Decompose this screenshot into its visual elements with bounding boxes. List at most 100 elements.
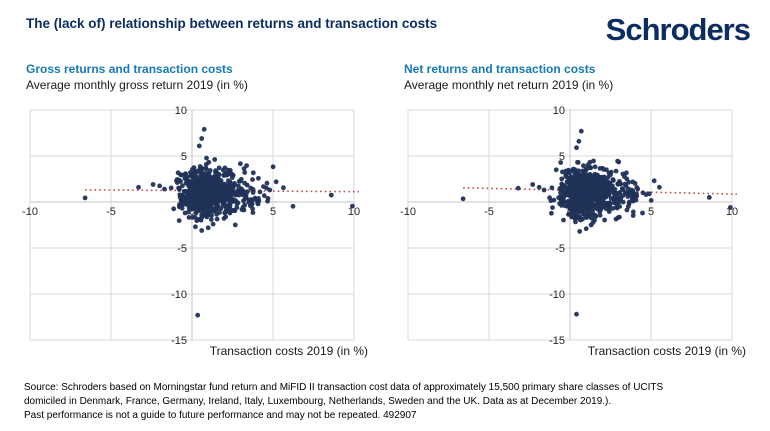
data-point <box>515 185 521 191</box>
data-point <box>290 203 296 209</box>
data-point <box>574 145 579 151</box>
data-point <box>575 160 581 165</box>
data-point <box>572 189 578 195</box>
data-point <box>136 184 141 190</box>
data-point <box>230 198 236 203</box>
data-point <box>203 165 209 171</box>
data-point <box>615 158 620 164</box>
y-tick-label: -5 <box>555 243 565 255</box>
y-tick-label: -15 <box>549 335 565 347</box>
data-point <box>728 205 733 210</box>
data-point <box>561 184 567 189</box>
data-point <box>574 170 580 176</box>
data-point <box>578 128 584 134</box>
data-point <box>227 186 233 192</box>
data-point <box>549 185 555 191</box>
data-point <box>627 190 633 195</box>
data-point <box>197 185 203 191</box>
data-point <box>630 194 635 200</box>
data-point <box>588 222 594 228</box>
data-point <box>617 190 623 195</box>
data-point <box>216 165 222 171</box>
data-point <box>214 216 220 222</box>
x-tick-label: -5 <box>484 206 494 218</box>
data-point <box>205 205 211 211</box>
x-tick-label: 5 <box>648 206 654 218</box>
data-point <box>176 185 182 191</box>
data-point <box>210 208 216 214</box>
data-point <box>250 170 256 176</box>
data-point <box>536 184 542 190</box>
data-point <box>184 174 190 180</box>
data-point <box>643 192 649 197</box>
data-point <box>195 312 201 318</box>
data-point <box>328 192 334 198</box>
data-point <box>583 213 588 219</box>
data-point <box>593 214 599 219</box>
data-point <box>591 186 597 192</box>
data-point <box>82 195 88 201</box>
chart-y-axis-title-gross: Average monthly gross return 2019 (in %) <box>26 78 248 92</box>
data-point <box>648 198 654 203</box>
chart-subtitle-net: Net returns and transaction costs <box>404 62 596 76</box>
data-point <box>168 185 174 191</box>
data-point <box>205 225 211 231</box>
data-point <box>599 196 605 202</box>
data-point <box>220 202 226 208</box>
data-point <box>574 311 579 317</box>
data-point <box>250 210 256 215</box>
data-point <box>191 165 197 170</box>
data-point <box>201 126 207 132</box>
data-point <box>208 199 214 205</box>
y-tick-label: 5 <box>181 151 187 163</box>
data-point <box>231 208 236 213</box>
data-point <box>244 182 250 188</box>
data-point <box>232 182 237 188</box>
data-point <box>184 196 189 201</box>
data-point <box>199 136 205 141</box>
data-point <box>244 163 250 168</box>
data-point <box>632 181 638 186</box>
data-point <box>622 181 628 187</box>
data-point <box>609 188 615 194</box>
data-point <box>214 211 220 217</box>
data-point <box>558 160 564 165</box>
data-point <box>563 172 569 178</box>
data-point <box>214 173 220 179</box>
data-point <box>559 176 565 182</box>
data-point <box>630 198 636 204</box>
data-point <box>598 175 604 181</box>
data-point <box>252 196 258 202</box>
data-point <box>261 193 267 199</box>
data-point <box>563 168 569 174</box>
data-point <box>171 206 177 212</box>
data-point <box>588 172 593 178</box>
data-point <box>630 209 636 215</box>
data-point <box>212 186 218 192</box>
data-point <box>218 178 224 184</box>
data-point <box>350 203 355 209</box>
data-point <box>180 183 185 189</box>
data-point <box>615 215 621 221</box>
data-point <box>596 190 601 195</box>
data-point <box>607 200 613 206</box>
x-tick-label: 5 <box>270 206 276 218</box>
data-point <box>176 218 182 223</box>
data-point <box>150 182 156 187</box>
data-point <box>559 199 565 205</box>
data-point <box>250 190 256 195</box>
data-point <box>553 167 559 173</box>
data-point <box>565 203 571 209</box>
data-point <box>569 176 574 181</box>
data-point <box>199 228 205 233</box>
data-point <box>591 158 596 164</box>
data-point <box>564 179 570 185</box>
data-point <box>238 161 243 167</box>
data-point <box>215 192 220 197</box>
data-point <box>587 180 592 186</box>
data-point <box>615 181 621 187</box>
x-tick-label: -10 <box>400 206 416 218</box>
data-point <box>174 177 180 182</box>
data-point <box>586 197 591 203</box>
